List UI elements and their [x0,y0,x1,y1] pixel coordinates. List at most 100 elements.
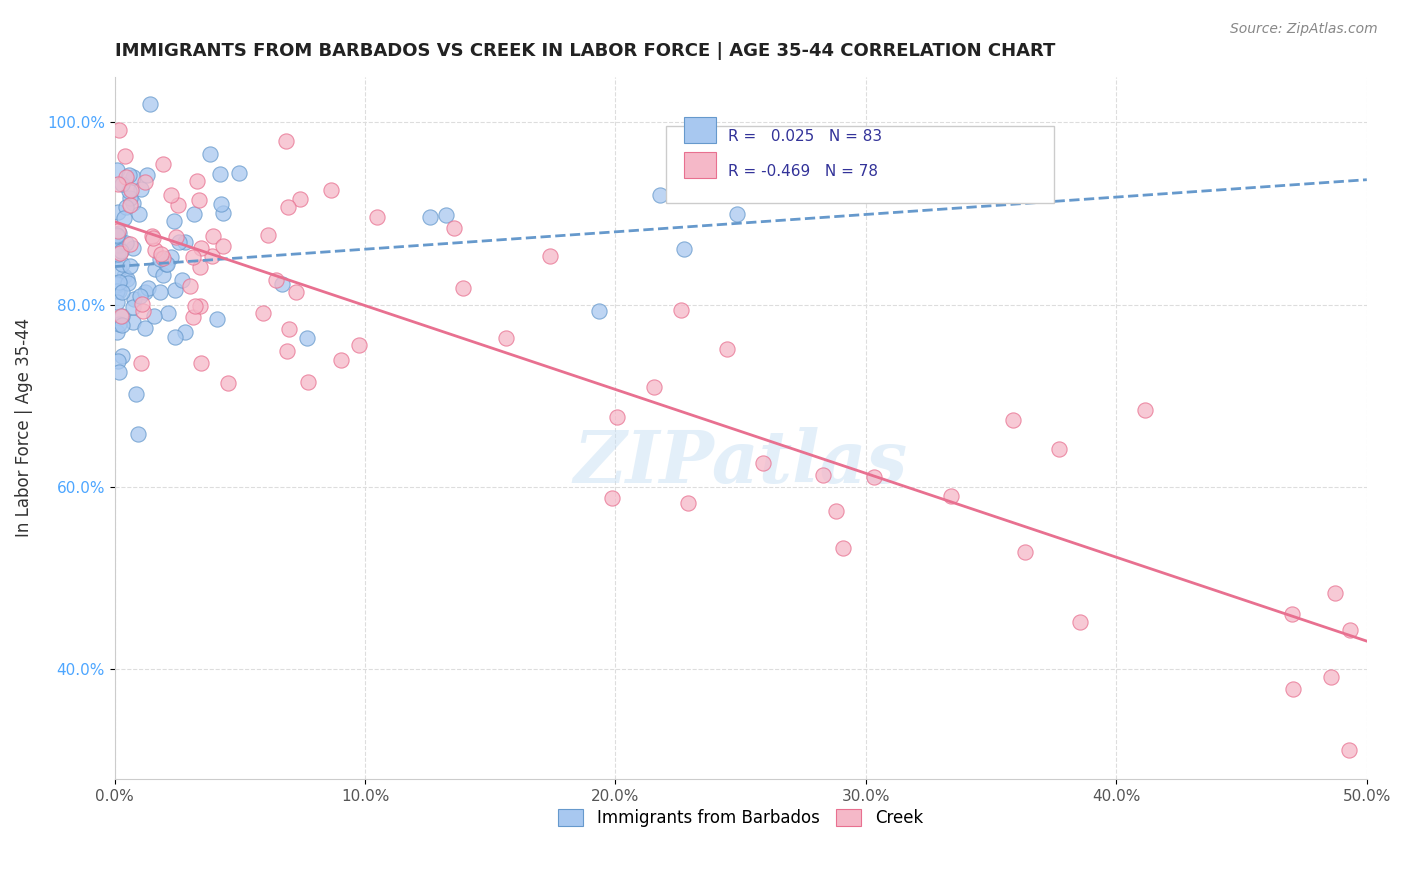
Point [156,257,179,271]
Text: R = -0.469   N = 78: R = -0.469 N = 78 [728,164,879,179]
Point [825,504,848,518]
Point [752,456,775,470]
Point [1339,623,1361,637]
Point [108,122,131,136]
Point [172,273,194,287]
Point [228,166,250,180]
Point [134,285,156,299]
Point [110,309,132,323]
Point [443,221,465,235]
Point [434,208,457,222]
Point [112,211,135,225]
Point [669,303,692,318]
Point [329,353,352,368]
Point [117,277,139,291]
Point [277,200,299,214]
Point [831,541,853,555]
Point [173,325,195,339]
Point [167,235,190,249]
Point [149,247,172,261]
Point [1281,607,1303,621]
Point [111,318,134,333]
Point [678,496,700,510]
Text: IMMIGRANTS FROM BARBADOS VS CREEK IN LABOR FORCE | AGE 35-44 CORRELATION CHART: IMMIGRANTS FROM BARBADOS VS CREEK IN LAB… [115,42,1054,60]
Point [188,260,211,274]
Point [813,468,835,483]
Point [190,356,212,370]
Point [107,353,129,368]
Point [136,281,159,295]
Point [186,174,208,188]
Point [419,210,441,224]
Point [159,250,181,264]
Point [122,170,145,185]
Point [120,198,142,212]
Point [107,177,129,191]
Point [1069,615,1091,630]
Point [200,146,222,161]
Point [122,292,145,306]
Point [540,249,562,263]
Point [366,210,388,224]
Point [112,269,135,284]
Point [129,356,152,370]
Point [118,169,141,183]
Point [190,241,212,255]
Point [148,252,170,267]
Point [725,207,748,221]
Point [132,303,155,318]
Point [107,284,129,298]
Point [105,325,128,339]
Point [105,278,128,293]
Point [271,277,294,292]
Point [142,309,165,323]
Point [115,235,138,250]
Point [108,245,131,260]
Point [149,285,172,299]
Point [114,169,136,184]
Point [120,183,142,197]
Point [211,206,233,220]
Point [121,300,143,314]
Text: R =   0.025   N = 83: R = 0.025 N = 83 [728,129,883,145]
Point [606,409,628,424]
Point [165,230,187,244]
Point [105,227,128,242]
Y-axis label: In Labor Force | Age 35-44: In Labor Force | Age 35-44 [15,318,32,537]
Point [152,268,174,282]
Point [256,228,278,243]
Point [141,229,163,244]
Point [118,184,141,198]
Point [939,489,962,503]
Point [111,177,134,191]
Point [183,299,205,313]
Point [120,237,142,252]
Point [107,247,129,261]
Point [134,175,156,189]
Point [288,192,311,206]
Point [118,191,141,205]
Point [167,198,190,212]
Point [105,284,128,298]
Point [131,297,153,311]
Point [495,331,517,345]
Point [201,229,224,244]
FancyBboxPatch shape [665,126,1053,203]
Point [252,306,274,320]
Point [127,427,149,442]
Legend: Immigrants from Barbados, Creek: Immigrants from Barbados, Creek [551,802,929,834]
Point [120,259,142,273]
Point [160,188,183,202]
Point [114,149,136,163]
Point [110,244,132,259]
Point [139,97,162,112]
Point [274,134,297,148]
Point [128,207,150,221]
Point [107,205,129,219]
Point [181,250,204,264]
Point [111,285,134,299]
Point [105,277,128,291]
Point [284,285,307,299]
Point [1282,681,1305,696]
Point [295,331,318,345]
